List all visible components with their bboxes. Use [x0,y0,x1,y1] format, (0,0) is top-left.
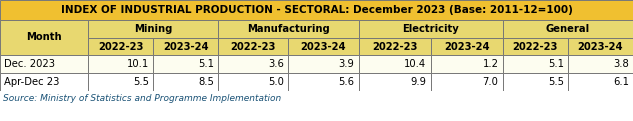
Bar [88,55,153,73]
Bar [218,55,289,73]
Text: 3.9: 3.9 [339,59,354,69]
Bar [568,38,633,55]
Text: 5.5: 5.5 [548,77,564,87]
Text: Source: Ministry of Statistics and Programme Implementation: Source: Ministry of Statistics and Progr… [3,94,281,103]
Bar [0,55,88,73]
Bar [88,73,153,91]
Bar [218,73,289,91]
Bar [0,91,633,106]
Text: Apr-Dec 23: Apr-Dec 23 [4,77,59,87]
Text: General: General [546,24,590,34]
Bar [430,38,503,55]
Text: 2023-24: 2023-24 [163,42,209,52]
Text: Dec. 2023: Dec. 2023 [4,59,54,69]
Text: Month: Month [26,33,62,42]
Bar [503,20,633,38]
Bar [289,55,358,73]
Bar [88,38,153,55]
Text: 2023-24: 2023-24 [444,42,489,52]
Bar [568,73,633,91]
Text: 2023-24: 2023-24 [301,42,346,52]
Bar [0,0,633,20]
Text: 1.2: 1.2 [482,59,498,69]
Text: 10.1: 10.1 [127,59,149,69]
Bar [0,20,88,55]
Text: 5.0: 5.0 [268,77,284,87]
Text: Electricity: Electricity [403,24,459,34]
Bar [0,73,88,91]
Text: Mining: Mining [134,24,172,34]
Bar [218,20,358,38]
Text: 5.1: 5.1 [548,59,564,69]
Bar [568,55,633,73]
Text: 5.1: 5.1 [198,59,215,69]
Text: 8.5: 8.5 [199,77,215,87]
Bar [289,73,358,91]
Text: 5.5: 5.5 [134,77,149,87]
Bar [358,38,430,55]
Bar [218,38,289,55]
Bar [358,20,503,38]
Bar [153,73,218,91]
Bar [503,73,568,91]
Text: 3.8: 3.8 [613,59,629,69]
Text: 6.1: 6.1 [613,77,629,87]
Bar [503,55,568,73]
Text: INDEX OF INDUSTRIAL PRODUCTION - SECTORAL: December 2023 (Base: 2011-12=100): INDEX OF INDUSTRIAL PRODUCTION - SECTORA… [61,5,572,15]
Bar [289,38,358,55]
Text: 2022-23: 2022-23 [513,42,558,52]
Text: 2023-24: 2023-24 [578,42,624,52]
Text: 9.9: 9.9 [410,77,427,87]
Text: 5.6: 5.6 [339,77,354,87]
Bar [153,38,218,55]
Bar [88,20,218,38]
Bar [430,55,503,73]
Bar [358,73,430,91]
Bar [430,73,503,91]
Text: 2022-23: 2022-23 [372,42,417,52]
Bar [503,38,568,55]
Text: 3.6: 3.6 [268,59,284,69]
Text: 2022-23: 2022-23 [98,42,144,52]
Text: Manufacturing: Manufacturing [247,24,330,34]
Text: 10.4: 10.4 [404,59,427,69]
Bar [358,55,430,73]
Text: 7.0: 7.0 [482,77,498,87]
Bar [153,55,218,73]
Text: 2022-23: 2022-23 [230,42,276,52]
